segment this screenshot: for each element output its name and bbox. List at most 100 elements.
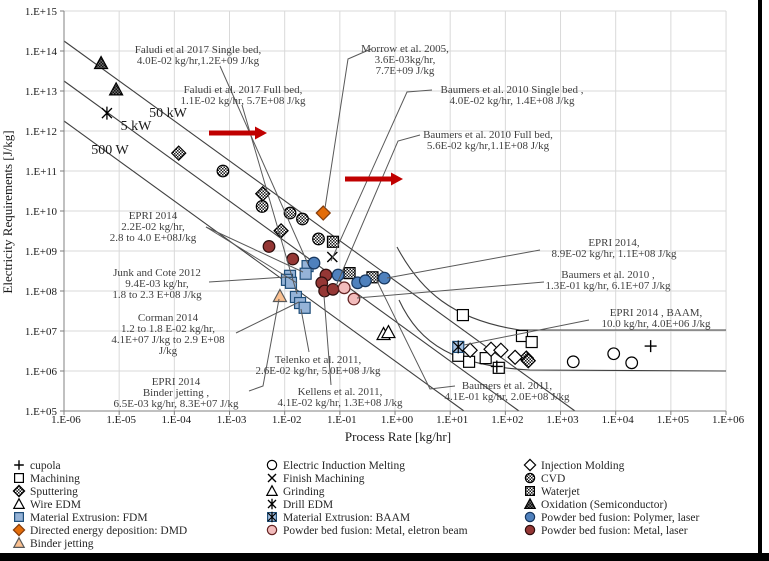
marker-cvd xyxy=(216,164,230,178)
legend-item: Sputtering xyxy=(12,484,78,498)
marker-induction-melting xyxy=(566,355,580,369)
y-tick-label: 1.E+11 xyxy=(25,166,57,178)
legend-label: Directed energy deposition: DMD xyxy=(30,525,187,537)
y-tick-label: 1.E+07 xyxy=(25,326,58,338)
annotation-text: Baumers et al. 2011, 4.1E-01 kg/hr, 2.0E+… xyxy=(445,380,570,403)
x-tick-label: 1.E+05 xyxy=(657,414,690,426)
x-axis-title: Process Rate [kg/hr] xyxy=(345,429,451,444)
annotation-text: Baumers et al. 2010 Single bed , 4.0E-02 … xyxy=(441,84,584,107)
marker-sputtering xyxy=(170,145,187,161)
marker-cupola xyxy=(644,340,657,353)
marker-legend xyxy=(14,460,24,470)
legend-label: Binder jetting xyxy=(30,538,94,550)
legend-item: Waterjet xyxy=(524,486,580,498)
legend-label: Grinding xyxy=(283,486,325,498)
marker-pbf-electron xyxy=(337,281,351,295)
marker-drill-edm xyxy=(101,106,113,120)
marker-machining xyxy=(492,361,505,374)
marker-injection-molding xyxy=(507,349,523,366)
marker-cvd xyxy=(296,212,309,226)
x-tick-label: 1.E+01 xyxy=(436,414,468,426)
legend-label: Waterjet xyxy=(541,486,580,498)
leader-line xyxy=(376,280,456,390)
x-tick-label: 1.E-04 xyxy=(162,414,192,426)
leader-line xyxy=(324,48,372,209)
marker-pbf-polymer xyxy=(358,274,372,288)
leader-line xyxy=(330,89,433,262)
legend-item: Electric Induction Melting xyxy=(266,459,405,472)
leader-line xyxy=(205,226,298,284)
leader-line xyxy=(356,281,545,299)
marker-legend xyxy=(14,511,25,522)
x-tick-label: 1.E+04 xyxy=(602,414,635,426)
marker-machining xyxy=(462,355,476,368)
marker-legend xyxy=(524,511,536,523)
x-tick-label: 1.E+06 xyxy=(712,414,745,426)
power-line xyxy=(63,80,520,412)
legend-item: Powder bed fusion: Polymer, laser xyxy=(524,511,699,524)
leader-line xyxy=(235,301,300,334)
marker-legend xyxy=(523,458,537,472)
legend-item: cupola xyxy=(14,460,61,472)
legend-item: Powder bed fusion: Metal, eletron beam xyxy=(266,524,468,537)
legend-label: Oxidation (Semiconductor) xyxy=(541,499,667,511)
legend-label: Finish Machining xyxy=(283,473,365,485)
marker-legend xyxy=(266,524,278,536)
marker-binder-jetting xyxy=(272,288,288,303)
red-arrow-head xyxy=(255,126,267,140)
legend-label: CVD xyxy=(541,473,565,485)
y-axis-title: Electricity Requirements [J/kg] xyxy=(0,130,15,293)
annotation-text: EPRI 2014, 8.9E-02 kg/hr, 1.1E+08 J/kg xyxy=(552,237,677,260)
legend-label: Injection Molding xyxy=(541,460,625,472)
power-line-label: 500 W xyxy=(91,143,129,158)
y-tick-label: 1.E+10 xyxy=(25,206,58,218)
legend-item: Material Extrusion: BAAM xyxy=(267,511,410,524)
annotation-text: Corman 2014 1.2 to 1.8 E-02 kg/hr, 4.1E+07… xyxy=(111,312,225,357)
marker-sputtering xyxy=(520,352,537,369)
legend-label: Powder bed fusion: Polymer, laser xyxy=(541,512,699,524)
marker-sputtering xyxy=(273,222,289,239)
marker-induction-melting xyxy=(625,356,639,370)
x-tick-label: 1.E+00 xyxy=(381,414,414,426)
marker-legend xyxy=(12,523,26,537)
annotation-text: EPRI 2014 2.2E-02 kg/hr, 2.8 to 4.0 E+08J/… xyxy=(110,210,197,244)
leader-line xyxy=(386,249,541,279)
marker-cvd xyxy=(255,200,269,213)
x-tick-label: 1.E-03 xyxy=(217,414,247,426)
legend-label: Powder bed fusion: Metal, laser xyxy=(541,525,688,537)
limit-curve xyxy=(396,246,726,331)
y-tick-label: 1.E+15 xyxy=(25,6,58,18)
legend-item: Directed energy deposition: DMD xyxy=(12,523,187,537)
annotation-text: Faludi et al. 2017 Full bed, 1.1E-02 kg/h… xyxy=(181,84,306,107)
leader-line xyxy=(241,104,298,295)
marker-cvd xyxy=(312,232,325,246)
annotation-leader-lines xyxy=(205,48,590,392)
marker-dmd xyxy=(315,205,332,221)
annotation-text: Faludi et al 2017 Single bed, 4.0E-02 kg/… xyxy=(135,44,262,67)
annotation-text: Junk and Cote 2012 9.4E-03 kg/hr, 1.8 to 2… xyxy=(112,267,202,301)
x-tick-label: 1.E+02 xyxy=(491,414,523,426)
red-arrows xyxy=(209,126,403,186)
legend-item: Injection Molding xyxy=(523,458,625,472)
legend-label: Material Extrusion: BAAM xyxy=(283,512,410,524)
annotation-text: Baumers et al. 2010 Full bed, 5.6E-02 kg/… xyxy=(423,129,553,152)
legend-label: Machining xyxy=(30,473,80,485)
annotation-text: Telenko et al. 2011, 2.6E-02 kg/hr, 5.0E+… xyxy=(256,354,381,377)
marker-legend xyxy=(14,473,25,484)
red-arrow-head xyxy=(391,172,403,186)
x-tick-label: 1.E-06 xyxy=(51,414,81,426)
marker-fdm xyxy=(299,267,312,280)
power-line-label: 50 kW xyxy=(149,106,188,121)
x-tick-label: 1.E-02 xyxy=(272,414,302,426)
legend-label: Drill EDM xyxy=(283,499,333,511)
marker-pbf-polymer xyxy=(377,271,391,285)
leader-line xyxy=(463,319,590,346)
marker-baam xyxy=(452,340,464,354)
figure-border-right xyxy=(758,0,762,561)
y-tick-label: 1.E+12 xyxy=(25,126,57,138)
data-markers xyxy=(93,55,657,374)
marker-pbf-metal-laser xyxy=(286,252,300,266)
axis-ticks: 1.E-06 1.E-05 1.E-04 1.E-03 1.E-02 1.E-01 1.E+… xyxy=(25,6,745,426)
leader-line xyxy=(208,276,287,283)
x-tick-label: 1.E-05 xyxy=(106,414,136,426)
